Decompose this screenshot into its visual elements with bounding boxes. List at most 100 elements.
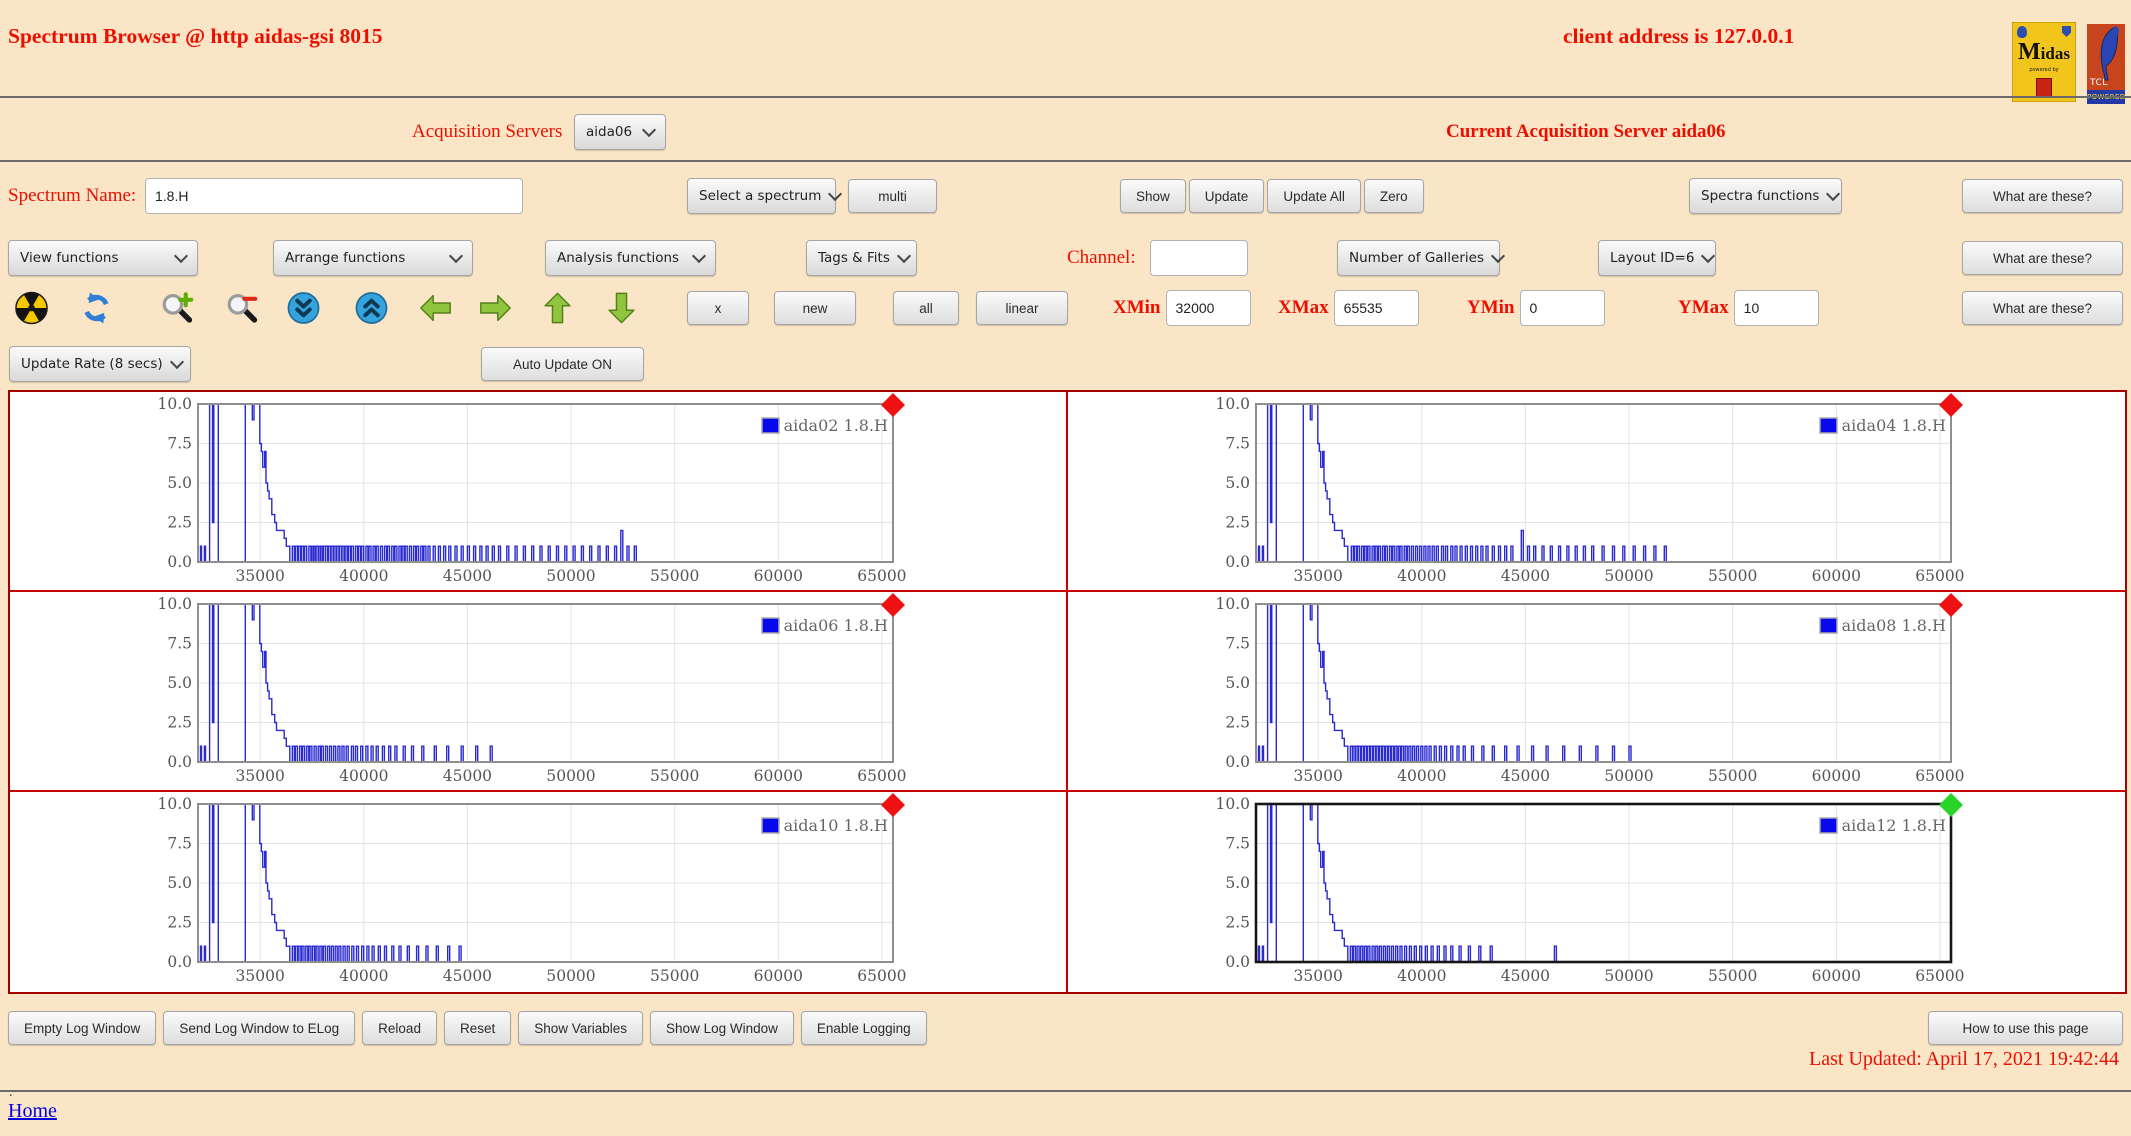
- update-button[interactable]: Update: [1188, 179, 1265, 213]
- what-are-these-button-3[interactable]: What are these?: [1962, 291, 2123, 325]
- how-to-use-button[interactable]: How to use this page: [1928, 1011, 2123, 1045]
- svg-text:10.0: 10.0: [1215, 595, 1250, 613]
- svg-text:7.5: 7.5: [1225, 635, 1250, 653]
- view-functions-dropdown[interactable]: View functions: [8, 240, 198, 276]
- acquisition-server-value: aida06: [586, 124, 633, 140]
- layout-id-dropdown[interactable]: Layout ID=6: [1598, 240, 1716, 276]
- xmax-input[interactable]: [1333, 290, 1419, 326]
- divider-bottom: [0, 1090, 2131, 1092]
- arrow-left-icon[interactable]: [419, 292, 452, 325]
- chart-cell-aida02[interactable]: 35000 40000 45000 50000 55000 60000 65000 0.0 2.…: [10, 392, 1068, 592]
- what-are-these-button-2[interactable]: What are these?: [1962, 241, 2123, 275]
- all-button[interactable]: all: [893, 291, 959, 325]
- divider-top: [0, 96, 2131, 98]
- empty-log-window-button[interactable]: Empty Log Window: [8, 1011, 157, 1045]
- reset-button[interactable]: Reset: [443, 1011, 512, 1045]
- send-log-window-to-elog-button[interactable]: Send Log Window to ELog: [163, 1011, 356, 1045]
- xmin-input[interactable]: [1165, 290, 1251, 326]
- scroll-up-icon[interactable]: [355, 292, 388, 325]
- stray-dot: .: [9, 1085, 13, 1100]
- legend-swatch: [761, 617, 780, 634]
- multi-button[interactable]: multi: [848, 179, 937, 213]
- enable-logging-button[interactable]: Enable Logging: [800, 1011, 927, 1045]
- zero-button[interactable]: Zero: [1363, 179, 1424, 213]
- svg-text:7.5: 7.5: [167, 835, 192, 853]
- svg-text:45000: 45000: [443, 967, 492, 985]
- tcl-feather-icon: [2100, 26, 2119, 81]
- ymax-label: YMax: [1678, 297, 1729, 318]
- arrow-down-icon[interactable]: [605, 292, 638, 325]
- layout-id-label: Layout ID=6: [1610, 250, 1695, 266]
- svg-text:35000: 35000: [236, 567, 285, 585]
- scroll-down-icon[interactable]: [287, 292, 320, 325]
- status-diamond: [881, 793, 905, 817]
- arrow-up-icon[interactable]: [541, 292, 574, 325]
- legend-swatch: [1818, 817, 1838, 834]
- legend-swatch: [1818, 617, 1838, 634]
- home-link[interactable]: Home: [8, 1100, 57, 1122]
- show-log-window-button[interactable]: Show Log Window: [650, 1011, 794, 1045]
- radiation-icon[interactable]: [15, 291, 48, 325]
- chevron-down-icon: [828, 186, 843, 202]
- number-of-galleries-dropdown[interactable]: Number of Galleries: [1337, 240, 1506, 276]
- what-are-these-button-1[interactable]: What are these?: [1962, 179, 2123, 213]
- svg-text:45000: 45000: [1500, 967, 1549, 985]
- zoom-out-icon[interactable]: [226, 292, 259, 325]
- select-a-spectrum-dropdown[interactable]: Select a spectrum: [687, 178, 843, 214]
- legend-label: aida02 1.8.H: [784, 416, 888, 435]
- spectrum-row: Spectrum Name: Select a spectrum multi S…: [0, 176, 2131, 216]
- svg-text:55000: 55000: [1708, 967, 1757, 985]
- update-row: Update Rate (8 secs) Auto Update ON: [0, 344, 2131, 384]
- functions-row: Channel: Number of Galleries Layout ID=6…: [0, 238, 2131, 278]
- dropdown-label: View functions: [20, 250, 119, 266]
- legend-swatch: [761, 817, 780, 834]
- chart-cell-aida10[interactable]: 35000 40000 45000 50000 55000 60000 65000 0.0 2.…: [10, 792, 1068, 992]
- refresh-icon[interactable]: [80, 292, 113, 325]
- number-of-galleries-label: Number of Galleries: [1349, 250, 1485, 266]
- auto-update-button[interactable]: Auto Update ON: [481, 347, 644, 381]
- svg-text:60000: 60000: [1811, 767, 1860, 785]
- dropdown-label: Analysis functions: [557, 250, 680, 266]
- zoom-in-icon[interactable]: [161, 292, 194, 325]
- spectrum-name-input[interactable]: [145, 178, 523, 214]
- update-rate-dropdown[interactable]: Update Rate (8 secs): [9, 346, 191, 382]
- reload-button[interactable]: Reload: [362, 1011, 437, 1045]
- tags-fits-dropdown[interactable]: Tags & Fits: [806, 240, 917, 276]
- svg-text:10.0: 10.0: [1215, 395, 1250, 413]
- show-variables-button[interactable]: Show Variables: [518, 1011, 644, 1045]
- spectra-functions-dropdown[interactable]: Spectra functions: [1689, 178, 1842, 214]
- chevron-down-icon: [691, 248, 707, 264]
- update-rate-label: Update Rate (8 secs): [21, 356, 163, 372]
- chart-cell-aida04[interactable]: 35000 40000 45000 50000 55000 60000 65000 0.0 2.…: [1067, 392, 2125, 592]
- last-updated-text: Last Updated: April 17, 2021 19:42:44: [1809, 1048, 2119, 1070]
- select-a-spectrum-label: Select a spectrum: [699, 188, 822, 204]
- tcl-logo-text: TCL: [2090, 78, 2108, 88]
- status-diamond: [1938, 393, 1963, 417]
- show-button[interactable]: Show: [1120, 179, 1186, 213]
- svg-text:45000: 45000: [1500, 567, 1549, 585]
- svg-text:5.0: 5.0: [167, 674, 192, 692]
- svg-text:2.5: 2.5: [167, 914, 192, 932]
- acquisition-server-select[interactable]: aida06: [574, 114, 666, 150]
- midas-logo-ornament: [2017, 26, 2027, 38]
- ymin-label: YMin: [1467, 297, 1515, 318]
- ymin-input[interactable]: [1519, 290, 1605, 326]
- chevron-down-icon: [896, 248, 911, 264]
- new-button[interactable]: new: [774, 291, 856, 325]
- linear-button[interactable]: linear: [976, 291, 1068, 325]
- chart-cell-aida12[interactable]: 35000 40000 45000 50000 55000 60000 65000 0.0 2.…: [1067, 792, 2125, 992]
- footer-row: Empty Log Window Send Log Window to ELog R…: [0, 1008, 2131, 1048]
- chevron-down-icon: [1826, 186, 1841, 202]
- x-button[interactable]: x: [687, 291, 749, 325]
- analysis-functions-dropdown[interactable]: Analysis functions: [545, 240, 716, 276]
- arrow-right-icon[interactable]: [479, 292, 512, 325]
- update-all-button[interactable]: Update All: [1267, 179, 1361, 213]
- arrange-functions-dropdown[interactable]: Arrange functions: [273, 240, 473, 276]
- chart-cell-aida08[interactable]: 35000 40000 45000 50000 55000 60000 65000 0.0 2.…: [1067, 592, 2125, 792]
- channel-input[interactable]: [1150, 240, 1248, 276]
- ymax-input[interactable]: [1733, 290, 1819, 326]
- chart-cell-aida06[interactable]: 35000 40000 45000 50000 55000 60000 65000 0.0 2.…: [10, 592, 1068, 792]
- svg-text:10.0: 10.0: [157, 795, 192, 813]
- xmin-field: XMin: [1113, 290, 1251, 326]
- svg-text:7.5: 7.5: [1225, 835, 1250, 853]
